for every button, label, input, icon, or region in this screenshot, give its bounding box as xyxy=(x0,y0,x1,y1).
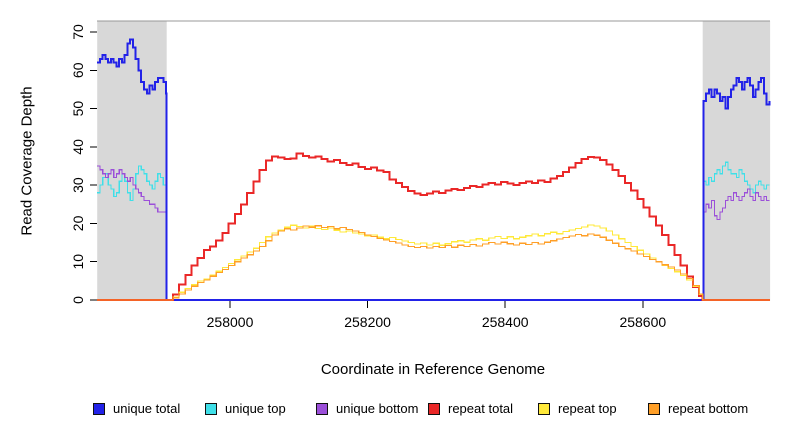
x-tick-label: 258400 xyxy=(482,314,529,330)
legend-label: unique total xyxy=(113,401,181,416)
series-line-repeat-bottom xyxy=(97,225,771,301)
x-tick-label: 258000 xyxy=(207,314,254,330)
legend-swatch-repeat-top xyxy=(538,402,550,415)
y-tick-label: 0 xyxy=(70,296,86,304)
y-tick-label: 30 xyxy=(70,177,86,193)
y-tick-label: 50 xyxy=(70,101,86,117)
legend-item-repeat-top: repeat top xyxy=(538,401,617,416)
series-line-unique-bottom xyxy=(97,165,770,301)
y-tick-label: 70 xyxy=(70,24,86,40)
legend-swatch-repeat-total xyxy=(428,402,440,415)
legend-item-repeat-bottom: repeat bottom xyxy=(648,401,748,416)
legend-label: unique top xyxy=(225,401,286,416)
legend-label: repeat top xyxy=(558,401,617,416)
legend-swatch-unique-top xyxy=(205,402,217,415)
y-axis-label: Read Coverage Depth xyxy=(18,86,36,236)
series-line-unique-top xyxy=(97,161,770,301)
series-line-repeat-top xyxy=(97,224,771,301)
y-tick-label: 60 xyxy=(70,62,86,78)
shaded-region-right xyxy=(702,21,771,301)
series-line-repeat-total xyxy=(97,152,771,301)
y-tick-label: 10 xyxy=(70,254,86,270)
x-tick-label: 258600 xyxy=(619,314,666,330)
x-axis-label: Coordinate in Reference Genome xyxy=(320,361,546,378)
legend-swatch-unique-bottom xyxy=(316,402,328,415)
legend-label: repeat total xyxy=(448,401,514,416)
legend-label: repeat bottom xyxy=(668,401,749,416)
legend-swatch-repeat-bottom xyxy=(648,402,660,415)
y-tick-label: 40 xyxy=(70,139,86,155)
shaded-region-left xyxy=(97,21,167,301)
legend-label: unique bottom xyxy=(336,401,419,416)
legend-item-repeat-total: repeat total xyxy=(428,401,513,416)
legend-item-unique-bottom: unique bottom xyxy=(316,401,418,416)
x-tick-label: 258200 xyxy=(344,314,391,330)
legend-swatch-unique-total xyxy=(93,402,105,415)
legend-item-unique-total: unique total xyxy=(93,401,180,416)
legend-item-unique-top: unique top xyxy=(205,401,286,416)
y-tick-label: 20 xyxy=(70,215,86,231)
